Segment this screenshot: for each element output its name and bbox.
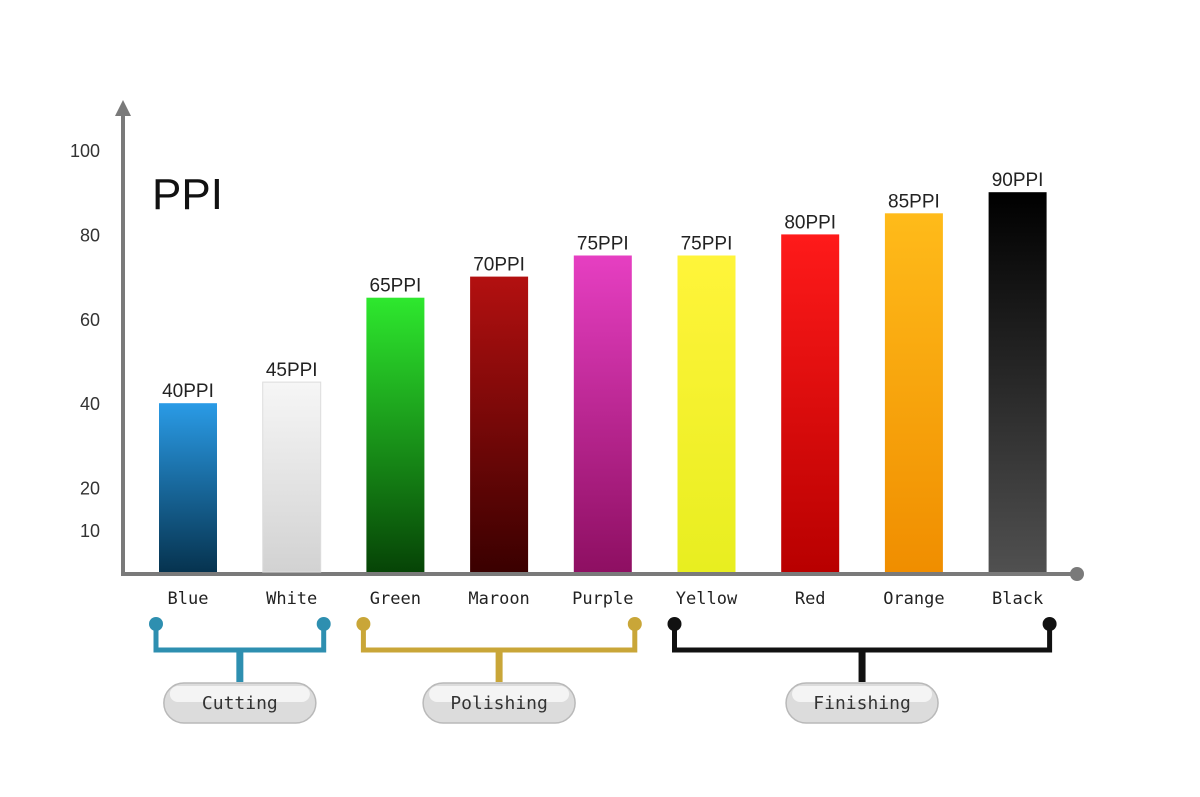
y-tick-label: 10 [80,521,100,541]
group-finishing: Finishing [667,617,1057,724]
x-tick-label: Purple [572,589,633,609]
bar-white [262,381,322,573]
group-bracket [360,624,638,653]
data-label: 75PPI [577,234,629,255]
y-tick-label: 40 [80,394,100,414]
bracket-end-dot-icon [356,617,371,631]
x-tick-label: Orange [883,589,944,609]
group-polishing: Polishing [356,617,642,724]
x-tick-label: Red [795,589,826,609]
bracket-end-dot-icon [627,617,642,631]
x-tick-label: Yellow [676,589,738,609]
x-tick-label: Maroon [468,589,529,609]
x-tick-label: Blue [168,589,209,609]
chart-title: PPI [152,170,223,219]
group-pill-highlight [429,686,570,702]
data-label: 70PPI [473,255,525,276]
group-label: Cutting [202,693,278,714]
bar-green [366,297,425,572]
process-groups: Cutting Polishing Finishing [149,617,1057,724]
group-label: Finishing [813,693,911,714]
data-label: 65PPI [370,276,422,297]
x-tick-label: White [266,589,317,609]
bar-blue [159,403,217,572]
x-axis-end-dot-icon [1070,567,1084,581]
bar-black [988,192,1047,572]
bars: 40PPI Blue 45PPI White 65PPI Green 70PPI Maroon… [159,170,1047,609]
y-tick-label: 80 [80,225,100,245]
group-pill-highlight [792,686,933,702]
bracket-end-dot-icon [149,617,163,631]
y-tick-labels: 10 20 40 60 80 100 [70,141,100,541]
group-bracket [672,624,1053,653]
group-label: Polishing [450,693,548,714]
y-tick-label: 60 [80,310,100,330]
group-cutting: Cutting [149,617,331,724]
x-tick-label: Green [370,589,421,609]
x-tick-label: Black [992,589,1043,609]
data-label: 90PPI [992,170,1044,191]
bracket-end-dot-icon [1042,617,1057,631]
bar-red [781,234,840,572]
data-label: 85PPI [888,191,940,212]
bar-purple [573,255,632,572]
data-label: 75PPI [681,234,733,255]
data-label: 40PPI [162,381,214,402]
bar-maroon [470,276,529,572]
bracket-end-dot-icon [316,617,331,631]
bar-orange [884,213,943,573]
y-axis-arrow-icon [115,100,131,116]
group-bracket [153,624,327,653]
bar-yellow [677,255,736,572]
bracket-end-dot-icon [667,617,682,631]
data-label: 45PPI [266,360,318,381]
group-pill-highlight [169,686,310,702]
data-label: 80PPI [784,212,836,233]
chart-axes [115,100,1084,581]
y-tick-label: 100 [70,141,100,161]
y-tick-label: 20 [80,479,100,499]
